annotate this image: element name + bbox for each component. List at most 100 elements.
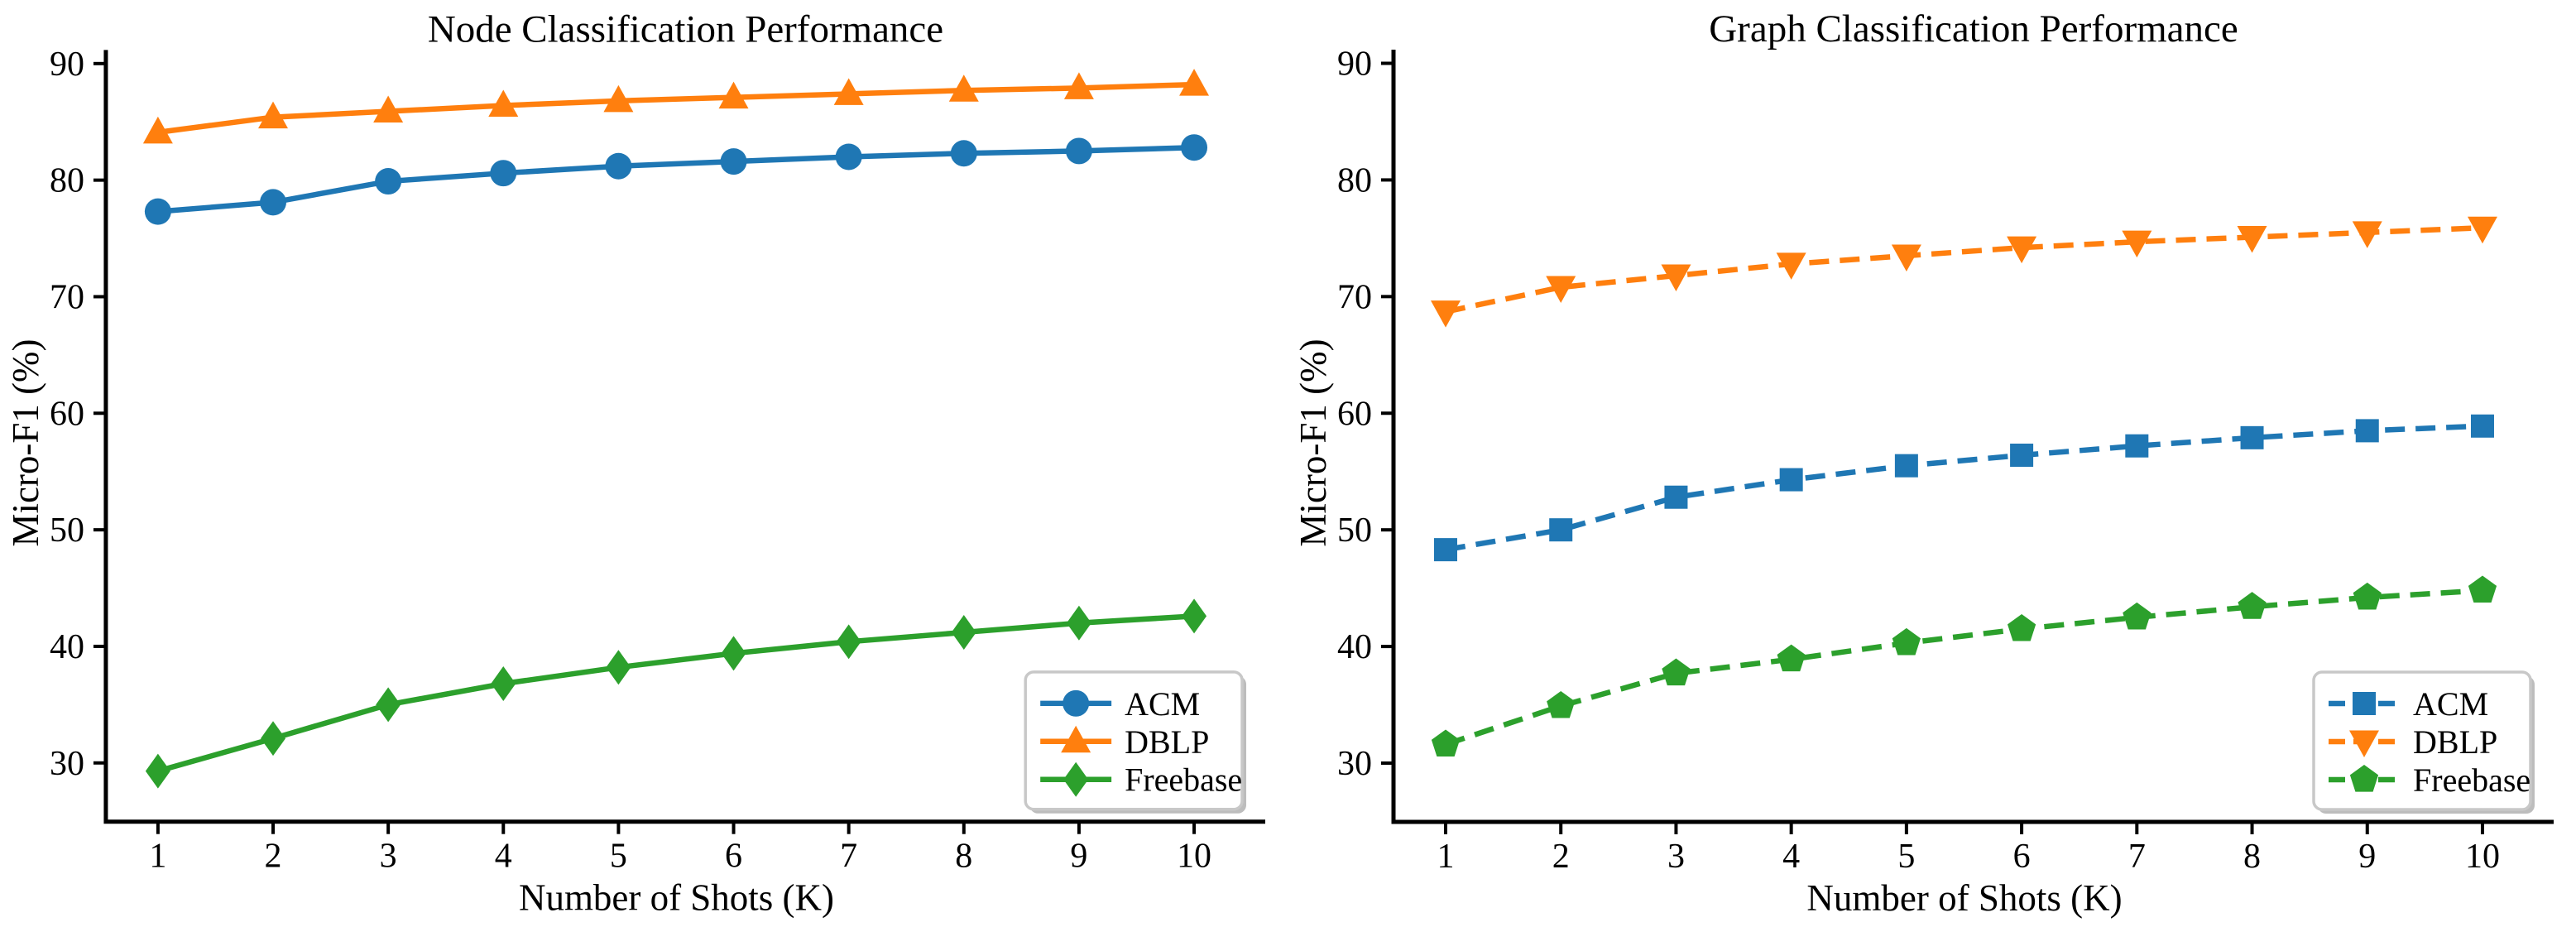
data-point [2240, 425, 2264, 449]
x-tick-label: 7 [840, 838, 857, 876]
data-point [1181, 134, 1208, 161]
x-tick-label: 9 [2358, 838, 2376, 876]
series-line-acm [157, 144, 1195, 214]
x-tick-label: 3 [1667, 838, 1685, 876]
axis-spines [1391, 50, 2554, 824]
legend-item-dblp: DBLP [2329, 723, 2497, 761]
y-tick-label: 80 [50, 162, 84, 200]
data-point [605, 152, 632, 180]
legend-label: DBLP [1125, 723, 1209, 761]
data-point [260, 189, 286, 216]
x-tick-label: 10 [1177, 838, 1211, 876]
data-point [488, 89, 519, 117]
x-tick-label: 3 [380, 838, 397, 876]
legend-marker-circle [1063, 689, 1090, 717]
data-point [1664, 485, 1688, 509]
legend-item-acm: ACM [1040, 685, 1200, 723]
y-axis-label: Micro-F1 (%) [1293, 339, 1334, 546]
data-point [261, 721, 285, 756]
legend-item-dblp: DBLP [1040, 723, 1209, 761]
graph-classification-chart: Graph Classification Performance Micro-F… [1288, 0, 2576, 927]
legend-label: Freebase [2413, 761, 2530, 799]
y-tick-label: 30 [1337, 745, 1372, 783]
data-point [1431, 729, 1461, 757]
data-point [1547, 690, 1576, 718]
x-tick-label: 4 [1782, 838, 1800, 876]
data-point [1777, 644, 1806, 672]
data-point [606, 650, 631, 685]
legend-marker-triangle-up [1061, 725, 1091, 753]
data-point [1179, 69, 1210, 96]
x-tick-label: 5 [610, 838, 627, 876]
data-point [2470, 414, 2494, 438]
legend-label: Freebase [1125, 761, 1242, 799]
x-tick-label: 1 [149, 838, 166, 876]
legend-marker-square [2353, 692, 2376, 715]
x-tick-label: 1 [1437, 838, 1455, 876]
series-line-dblp [157, 81, 1195, 136]
x-tick-label: 9 [1070, 838, 1087, 876]
y-tick-label: 50 [1337, 512, 1372, 550]
x-tick-label: 6 [2013, 838, 2031, 876]
data-point [376, 687, 401, 723]
axes: 30 40 50 60 70 80 90 1 2 3 4 5 6 7 8 9 10 [1337, 46, 2554, 876]
y-tick-label: 80 [1337, 161, 1372, 199]
data-point [1063, 72, 1094, 99]
data-point [2008, 613, 2036, 641]
data-point [375, 168, 402, 195]
data-point [2123, 602, 2151, 630]
data-point [1065, 137, 1092, 165]
series-line-acm [1445, 423, 2483, 553]
y-tick-label: 90 [1337, 46, 1372, 84]
data-point [951, 615, 976, 651]
data-point [2352, 221, 2382, 248]
data-point [603, 84, 634, 113]
legend-marker-pentagon [2349, 765, 2379, 792]
data-point [2237, 225, 2267, 253]
legend-label: ACM [1125, 685, 1200, 723]
data-point [1894, 454, 1918, 478]
x-tick-label: 4 [495, 838, 512, 876]
y-tick-label: 70 [50, 278, 84, 316]
legend-marker-triangle-down [2349, 730, 2379, 757]
node-classification-chart: Node Classification Performance Micro-F1… [5, 7, 1266, 919]
data-point [1431, 300, 1461, 328]
y-tick-label: 60 [50, 395, 84, 433]
data-point [490, 160, 517, 187]
data-point [2007, 236, 2037, 264]
data-point [948, 74, 979, 102]
series-line-freebase [1444, 588, 2483, 747]
data-point [950, 140, 977, 167]
y-tick-label: 30 [50, 745, 84, 783]
x-tick-label: 5 [1897, 838, 1915, 876]
y-axis-label: Micro-F1 (%) [5, 339, 46, 547]
x-tick-label: 2 [265, 838, 282, 876]
data-point [1662, 658, 1691, 686]
data-point [2010, 443, 2034, 467]
chart-title: Node Classification Performance [428, 7, 943, 50]
x-tick-label: 6 [725, 838, 742, 876]
data-point [373, 95, 404, 123]
data-point [718, 81, 749, 109]
x-tick-label: 8 [955, 838, 972, 876]
data-point [835, 143, 862, 171]
data-point [836, 624, 861, 660]
data-point [144, 198, 171, 225]
data-point [2468, 575, 2497, 603]
data-point [142, 116, 173, 144]
legend-label: ACM [2413, 685, 2488, 723]
x-axis-label: Number of Shots (K) [1806, 877, 2122, 919]
x-tick-label: 10 [2465, 838, 2500, 876]
y-tick-label: 50 [50, 512, 84, 550]
data-point [2238, 592, 2267, 619]
y-tick-label: 40 [50, 628, 84, 666]
data-point [1891, 244, 1921, 272]
data-point [833, 78, 864, 105]
graph-classification-plot: Graph Classification Performance Micro-F… [1293, 7, 2554, 919]
series-line-dblp [1445, 224, 2483, 315]
data-point [1892, 627, 1921, 656]
x-tick-label: 8 [2243, 838, 2261, 876]
